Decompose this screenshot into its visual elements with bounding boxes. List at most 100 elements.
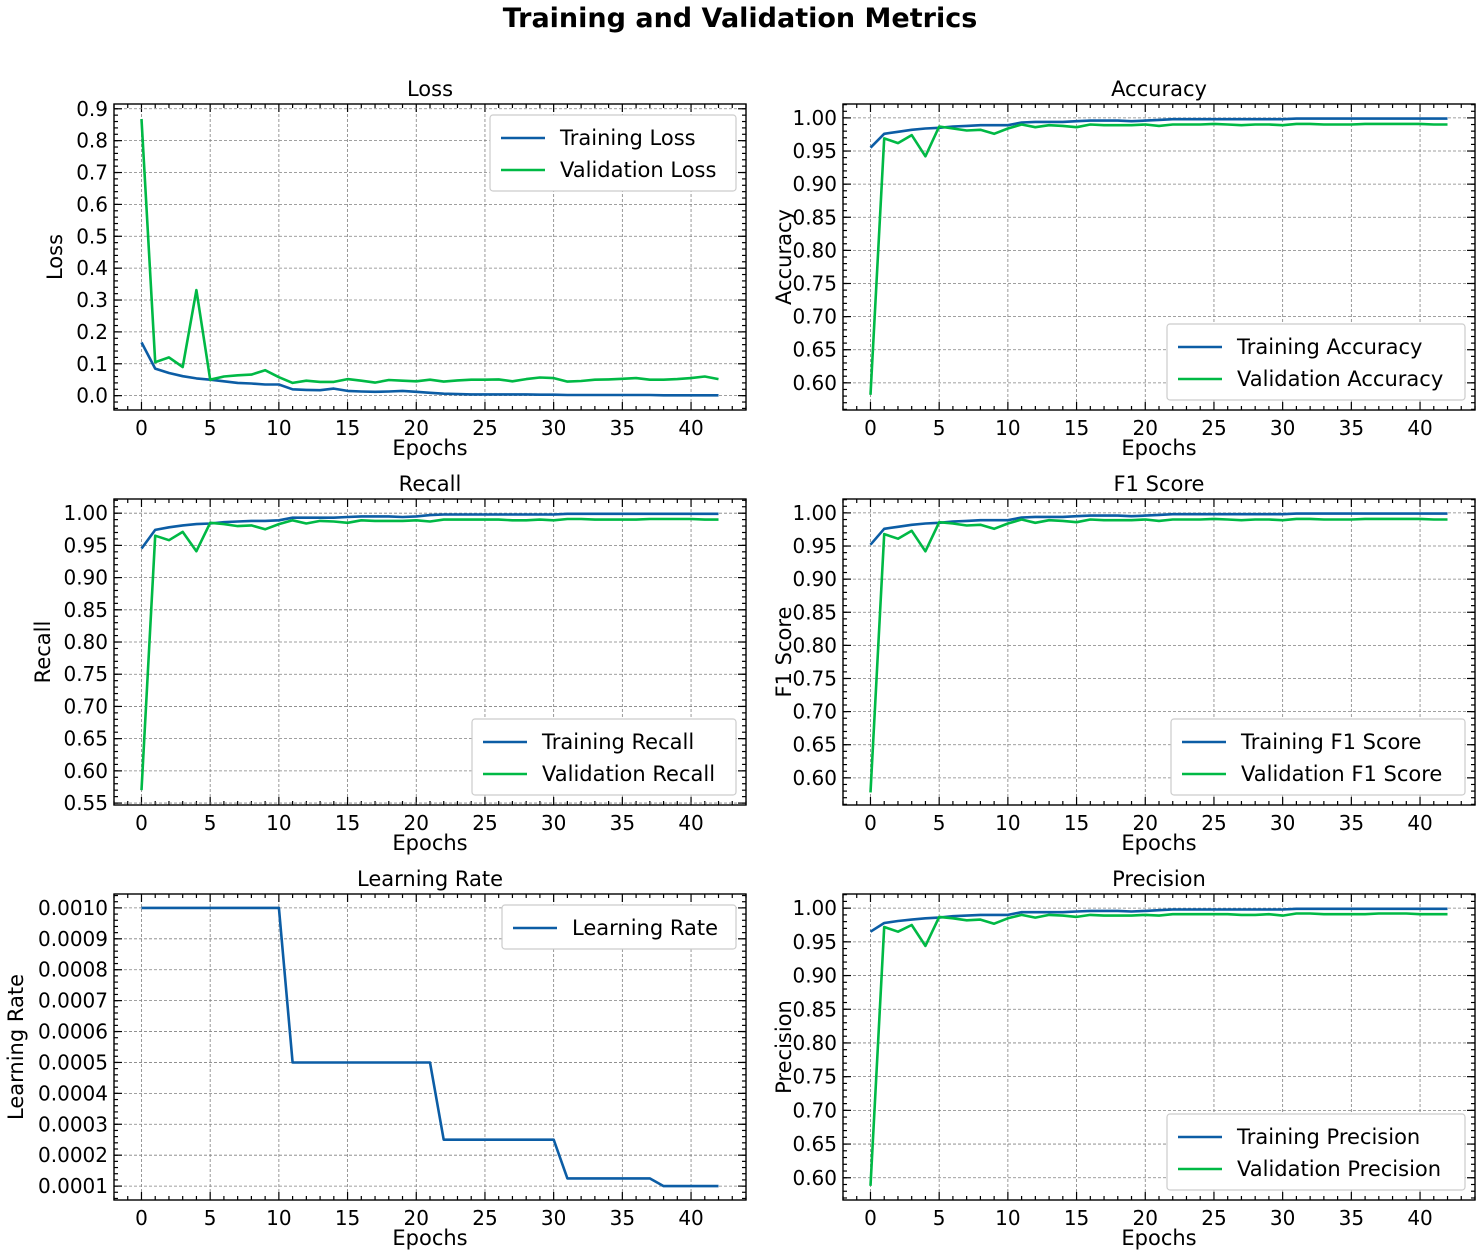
y-tick-label: 0.0004 — [38, 1081, 108, 1105]
y-tick-label: 0.95 — [792, 139, 837, 163]
x-tick-label: 35 — [1339, 1206, 1364, 1230]
x-tick-label: 10 — [266, 1206, 291, 1230]
x-axis-label: Epochs — [392, 436, 467, 460]
y-tick-label: 0.85 — [792, 600, 837, 624]
x-tick-label: 0 — [135, 1206, 148, 1230]
x-axis-label: Epochs — [392, 1226, 467, 1250]
x-tick-label: 5 — [933, 416, 946, 440]
y-tick-label: 0.90 — [63, 566, 108, 590]
legend-box — [501, 904, 737, 950]
series-line-training-recall — [140, 512, 719, 550]
y-tick-label: 0.0001 — [38, 1174, 108, 1198]
y-tick-label: 0.80 — [792, 633, 837, 657]
y-tick-label: 0.0008 — [38, 958, 108, 982]
x-tick-label: 10 — [995, 811, 1020, 835]
panel-title: Precision — [1112, 867, 1206, 891]
y-tick-label: 0.85 — [63, 598, 108, 622]
x-tick-label: 10 — [995, 416, 1020, 440]
y-tick-label: 0.75 — [63, 662, 108, 686]
x-tick-label: 5 — [204, 1206, 217, 1230]
y-axis-label: Recall — [31, 621, 55, 684]
x-tick-label: 20 — [404, 1206, 429, 1230]
y-tick-label: 0.65 — [792, 733, 837, 757]
y-tick-label: 0.0002 — [38, 1143, 108, 1167]
x-tick-label: 15 — [1064, 416, 1089, 440]
x-axis-label: Epochs — [1121, 1226, 1196, 1250]
legend-entry: Training Loss — [559, 126, 696, 150]
panel-title: Loss — [407, 77, 453, 101]
x-tick-label: 15 — [335, 416, 360, 440]
y-tick-label: 0.0006 — [38, 1020, 108, 1044]
y-tick-label: 0.0005 — [38, 1050, 108, 1074]
y-tick-label: 0.80 — [792, 1031, 837, 1055]
legend: Learning Rate — [501, 904, 737, 950]
y-tick-label: 0.60 — [63, 759, 108, 783]
legend-box — [489, 114, 737, 192]
x-tick-label: 35 — [610, 1206, 635, 1230]
series-line-validation-loss — [140, 118, 719, 385]
y-tick-label: 0.80 — [792, 238, 837, 262]
series-line-validation-recall — [140, 517, 719, 791]
y-tick-label: 0.65 — [792, 338, 837, 362]
y-tick-label: 0.90 — [792, 964, 837, 988]
legend-entry: Training F1 Score — [1240, 730, 1421, 754]
y-tick-label: 0.65 — [63, 727, 108, 751]
x-tick-label: 15 — [335, 811, 360, 835]
y-tick-label: 0.90 — [792, 567, 837, 591]
panel-f1: 0 5 10 15 20 25 30 35 40 0.60 0.65 0.70 0.75 0.80 0.85… — [772, 472, 1476, 855]
x-tick-label: 25 — [1201, 416, 1226, 440]
y-tick-label: 0.75 — [792, 1065, 837, 1089]
y-tick-label: 0.0 — [76, 384, 108, 408]
legend-entry: Learning Rate — [572, 916, 718, 940]
legend: Training F1 Score Validation F1 Score — [1170, 718, 1466, 796]
series-line-training-accuracy — [869, 117, 1448, 149]
axes-frame — [842, 893, 1476, 1201]
legend-entry: Training Accuracy — [1236, 335, 1422, 359]
x-tick-label: 40 — [1407, 811, 1432, 835]
x-tick-label: 40 — [678, 811, 703, 835]
y-tick-label: 0.7 — [76, 161, 108, 185]
legend-entry: Training Recall — [541, 730, 694, 754]
y-tick-label: 0.9 — [76, 97, 108, 121]
series-line-learning-rate — [141, 906, 719, 1188]
y-tick-label: 1.00 — [63, 501, 108, 525]
y-tick-label: 0.4 — [76, 256, 108, 280]
y-tick-label: 0.2 — [76, 320, 108, 344]
y-axis-label: F1 Score — [772, 607, 796, 698]
legend: Training Recall Validation Recall — [471, 718, 737, 796]
panel-precision: 0 5 10 15 20 25 30 35 40 0.60 0.65 0.70 0.75 0.80 0.85… — [772, 867, 1476, 1250]
axes-frame — [842, 103, 1476, 411]
legend-entry: Validation Precision — [1237, 1157, 1441, 1181]
x-tick-label: 40 — [1407, 416, 1432, 440]
series-line-training-loss — [140, 341, 719, 397]
y-tick-label: 0.70 — [792, 700, 837, 724]
x-tick-label: 0 — [864, 811, 877, 835]
y-tick-label: 0.70 — [63, 694, 108, 718]
legend-box — [471, 718, 737, 796]
legend: Training Precision Validation Precision — [1166, 1113, 1466, 1191]
figure-title: Training and Validation Metrics — [503, 3, 978, 34]
series-line-validation-precision — [869, 912, 1448, 1186]
y-tick-label: 0.75 — [792, 271, 837, 295]
y-tick-label: 0.60 — [792, 766, 837, 790]
x-tick-label: 35 — [1339, 416, 1364, 440]
x-tick-label: 10 — [995, 1206, 1020, 1230]
y-axis-label: Loss — [43, 234, 67, 280]
series-line-validation-accuracy — [869, 122, 1448, 395]
panel-title: Accuracy — [1111, 77, 1207, 101]
x-tick-label: 15 — [1064, 811, 1089, 835]
x-tick-label: 25 — [472, 1206, 497, 1230]
x-tick-label: 5 — [933, 1206, 946, 1230]
x-tick-label: 25 — [472, 416, 497, 440]
axes-frame — [113, 498, 747, 806]
x-tick-label: 30 — [541, 416, 566, 440]
x-axis-label: Epochs — [1121, 436, 1196, 460]
y-tick-label: 0.3 — [76, 288, 108, 312]
x-tick-label: 25 — [1201, 1206, 1226, 1230]
y-tick-label: 0.70 — [792, 305, 837, 329]
x-tick-label: 30 — [1270, 1206, 1295, 1230]
y-tick-label: 0.95 — [792, 930, 837, 954]
legend-entry: Validation Recall — [542, 762, 715, 786]
legend-box — [1166, 1113, 1466, 1191]
